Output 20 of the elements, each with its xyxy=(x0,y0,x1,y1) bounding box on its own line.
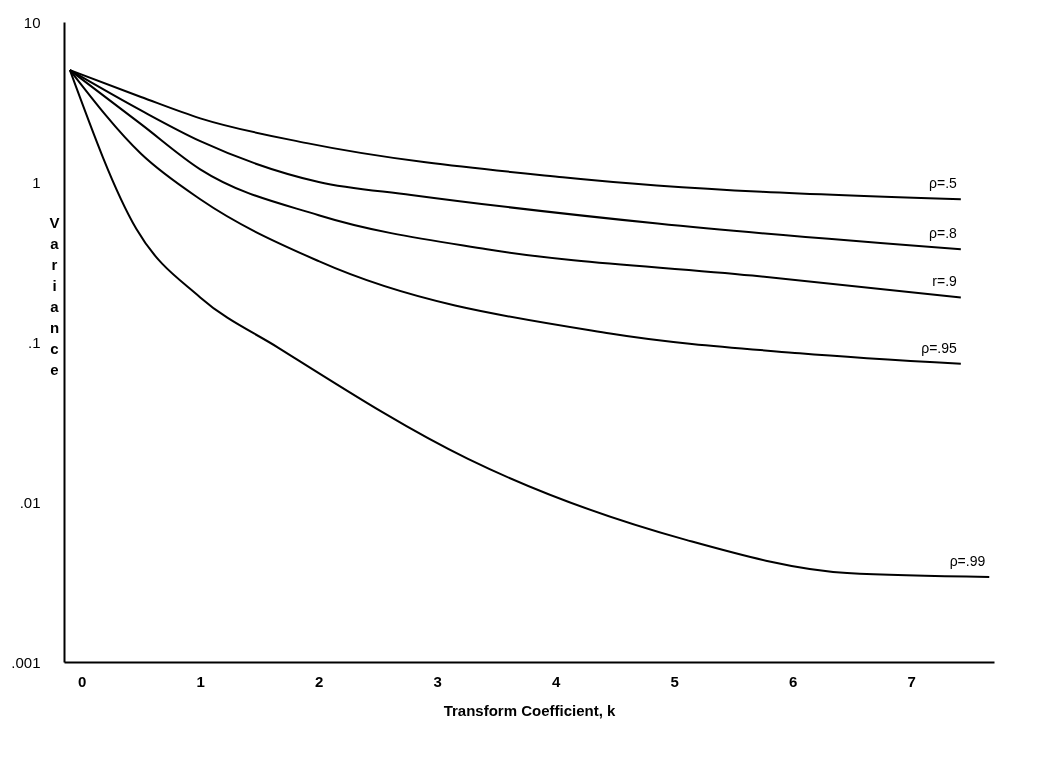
y-axis-title: Variance xyxy=(49,213,60,378)
series-label: ρ=.99 xyxy=(949,552,986,569)
series-label: ρ=.8 xyxy=(929,225,958,242)
x-tick-label: 3 xyxy=(433,672,442,690)
x-tick-label: 0 xyxy=(78,672,87,690)
x-tick-label: 7 xyxy=(907,672,916,690)
series-label: ρ=.95 xyxy=(921,339,958,356)
y-tick-label: .001 xyxy=(11,653,41,671)
y-tick-label: .01 xyxy=(19,493,41,511)
series-label: ρ=.5 xyxy=(929,175,958,192)
y-tick-label: 1 xyxy=(32,173,41,191)
x-tick-label: 5 xyxy=(670,672,679,690)
y-tick-label: .1 xyxy=(27,333,41,351)
x-axis-title: Transform Coefficient, k xyxy=(443,701,617,719)
x-tick-label: 1 xyxy=(196,672,205,690)
x-tick-label: 2 xyxy=(315,672,324,690)
series-label: r=.9 xyxy=(932,273,958,290)
y-tick-label: 10 xyxy=(23,13,41,31)
x-tick-label: 4 xyxy=(551,672,561,690)
x-tick-label: 6 xyxy=(788,672,798,690)
